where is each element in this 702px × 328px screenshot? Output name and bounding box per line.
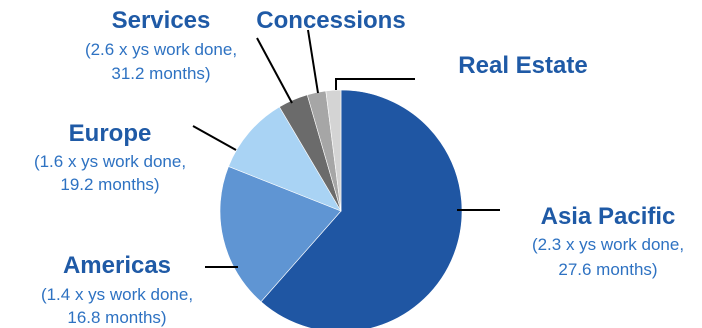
slice-labels: Asia Pacific (2.3 x ys work done, 27.6 mon… (34, 7, 684, 327)
pie-slices (219, 89, 463, 328)
leader-line-real-estate (335, 78, 415, 90)
slice-label-concessions: Concessions (256, 7, 405, 34)
pie-slice-real-estate (325, 89, 342, 212)
slice-label-real-estate: Real Estate (458, 52, 587, 79)
slice-detail-asia-pacific-2: 27.6 months) (558, 260, 657, 279)
slice-detail-services-2: 31.2 months) (111, 64, 210, 83)
slice-detail-americas-1: (1.4 x ys work done, (41, 285, 193, 304)
slice-detail-asia-pacific-1: (2.3 x ys work done, (532, 235, 684, 254)
slice-detail-europe-2: 19.2 months) (60, 175, 159, 194)
leader-lines (192, 29, 500, 268)
pie-slice-europe (228, 106, 342, 212)
leader-line-europe (192, 125, 237, 151)
slice-label-americas: Americas (63, 252, 171, 279)
slice-detail-services-1: (2.6 x ys work done, (85, 40, 237, 59)
leader-line-concessions (307, 29, 319, 94)
slice-label-europe: Europe (69, 120, 152, 147)
slice-detail-americas-2: 16.8 months) (67, 308, 166, 327)
slice-label-services: Services (112, 7, 211, 34)
leader-line-services (256, 37, 293, 104)
slice-detail-europe-1: (1.6 x ys work done, (34, 152, 186, 171)
pie-slice-asia-pacific (260, 89, 463, 328)
pie-slice-americas (219, 166, 342, 303)
slice-label-asia-pacific: Asia Pacific (541, 203, 676, 230)
